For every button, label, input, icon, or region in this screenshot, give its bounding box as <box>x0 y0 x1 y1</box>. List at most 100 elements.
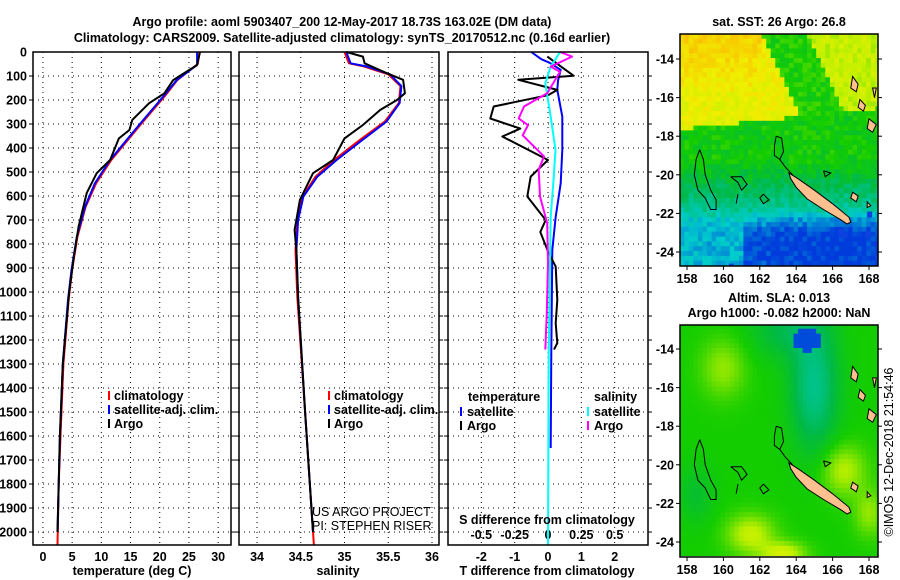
sst-cell <box>711 217 717 223</box>
sst-cell <box>816 53 822 59</box>
sla-cell <box>843 338 849 344</box>
sst-cell <box>693 231 699 238</box>
sst-cell <box>852 217 858 223</box>
sla-cell <box>743 348 749 354</box>
sst-cell <box>870 130 876 136</box>
sla-cell <box>848 545 854 552</box>
sla-cell <box>852 381 858 388</box>
sst-cell <box>748 178 754 185</box>
sla-cell <box>711 550 717 557</box>
sla-cell <box>697 521 703 528</box>
sla-cell <box>866 497 872 503</box>
sla-cell <box>761 492 767 499</box>
sst-cell <box>870 43 876 49</box>
sla-cell <box>770 352 776 359</box>
sst-cell <box>688 260 694 266</box>
sst-cell <box>802 173 808 180</box>
sst-cell <box>725 236 731 242</box>
sst-cell <box>725 193 731 199</box>
land-island <box>850 481 859 493</box>
sst-cell <box>684 202 690 209</box>
sla-cell <box>802 545 808 552</box>
sst-cell <box>757 62 763 69</box>
sla-cell <box>775 492 781 499</box>
sla-cell <box>688 377 694 383</box>
sst-cell <box>761 236 767 242</box>
sla-cell <box>843 415 849 421</box>
sst-cell <box>757 91 763 98</box>
sst-cell <box>875 231 878 238</box>
x-tick-label: 36 <box>425 550 439 564</box>
sla-cell <box>761 449 767 455</box>
sla-cell <box>702 420 708 426</box>
sla-cell <box>839 516 845 523</box>
sst-cell <box>825 226 831 233</box>
sla-cell <box>839 386 845 392</box>
sla-cell <box>734 521 740 528</box>
sst-cell <box>875 144 878 151</box>
sst-cell <box>802 159 808 165</box>
land-island <box>857 388 866 402</box>
sst-cell <box>788 38 794 45</box>
sst-cell <box>811 106 817 112</box>
legend-label-climatology: climatology <box>114 389 184 403</box>
sst-cell <box>861 241 867 247</box>
sla-cell <box>793 357 799 364</box>
sst-cell <box>697 140 703 146</box>
sst-cell <box>716 222 722 228</box>
sst-cell <box>707 144 713 151</box>
sst-cell <box>798 87 804 93</box>
sla-cell <box>707 391 713 397</box>
sla-cell <box>697 502 703 508</box>
sla-cell <box>793 516 799 523</box>
sla-cell <box>743 550 749 557</box>
sla-cell <box>875 381 878 388</box>
sla-cell <box>738 488 744 494</box>
sst-cell <box>720 106 726 112</box>
sst-cell <box>716 48 722 54</box>
sla-cell <box>702 521 708 528</box>
sst-cell <box>743 82 749 88</box>
sla-cell <box>870 405 876 412</box>
sst-cell <box>716 34 722 40</box>
sst-cell <box>720 140 726 146</box>
sst-cell <box>834 67 840 74</box>
sla-cell <box>707 338 713 344</box>
sst-cell <box>788 115 794 122</box>
sst-cell <box>770 106 776 112</box>
sst-cell <box>729 251 735 257</box>
sst-cell <box>770 149 776 156</box>
sst-cell <box>816 48 822 54</box>
sla-cell <box>839 420 845 426</box>
sst-cell <box>775 120 781 127</box>
sla-cell <box>693 343 699 349</box>
sla-cell <box>680 333 685 339</box>
sst-cell <box>870 72 876 78</box>
sst-cell <box>729 53 735 59</box>
sla-cell <box>711 333 717 339</box>
sst-cell <box>798 149 804 156</box>
sla-cell <box>693 507 699 513</box>
sla-cell <box>784 478 790 484</box>
sla-cell <box>725 439 731 446</box>
sla-cell <box>811 531 817 537</box>
sla-cell <box>743 478 749 484</box>
sla-cell <box>688 541 694 547</box>
sst-cell <box>688 226 694 233</box>
sla-cell <box>725 449 731 455</box>
sla-cell <box>775 386 781 392</box>
sla-cell <box>716 386 722 392</box>
sla-cell <box>779 488 785 494</box>
sst-cell <box>757 178 763 185</box>
sst-cell <box>784 222 790 228</box>
sst-cell <box>843 53 849 59</box>
salinity-axis-label: salinity <box>316 564 359 578</box>
sla-cell <box>857 541 863 547</box>
sst-cell <box>688 87 694 93</box>
sst-cell <box>839 144 845 151</box>
sla-cell <box>861 483 867 489</box>
sst-cell <box>725 67 731 74</box>
sst-cell <box>757 173 763 180</box>
sst-cell <box>811 48 817 54</box>
sla-cell <box>875 325 878 330</box>
